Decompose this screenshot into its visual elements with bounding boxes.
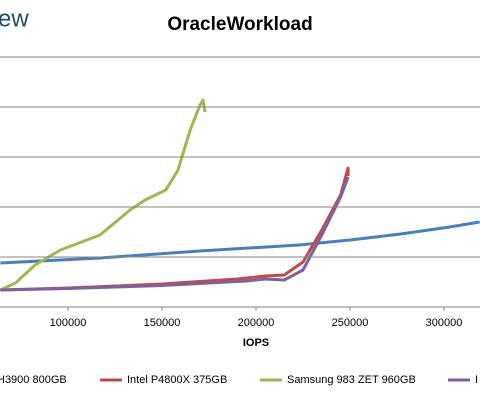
legend-label: I bbox=[475, 374, 478, 386]
legend-label: H3900 800GB bbox=[0, 374, 67, 386]
x-tick-label: 250000 bbox=[332, 317, 369, 329]
x-tick-label: 100000 bbox=[50, 317, 87, 329]
x-tick-label: 150000 bbox=[144, 317, 181, 329]
legend-label: Intel P4800X 375GB bbox=[127, 374, 227, 386]
series-line bbox=[0, 98, 207, 292]
x-axis-title: IOPS bbox=[243, 337, 269, 349]
chart-title: OracleWorkload bbox=[167, 14, 312, 35]
logo: ew bbox=[0, 5, 29, 32]
x-tick-label: 300000 bbox=[426, 317, 463, 329]
legend-label: Samsung 983 ZET 960GB bbox=[287, 374, 416, 386]
x-tick-label: 200000 bbox=[238, 317, 275, 329]
series-line bbox=[0, 176, 350, 292]
